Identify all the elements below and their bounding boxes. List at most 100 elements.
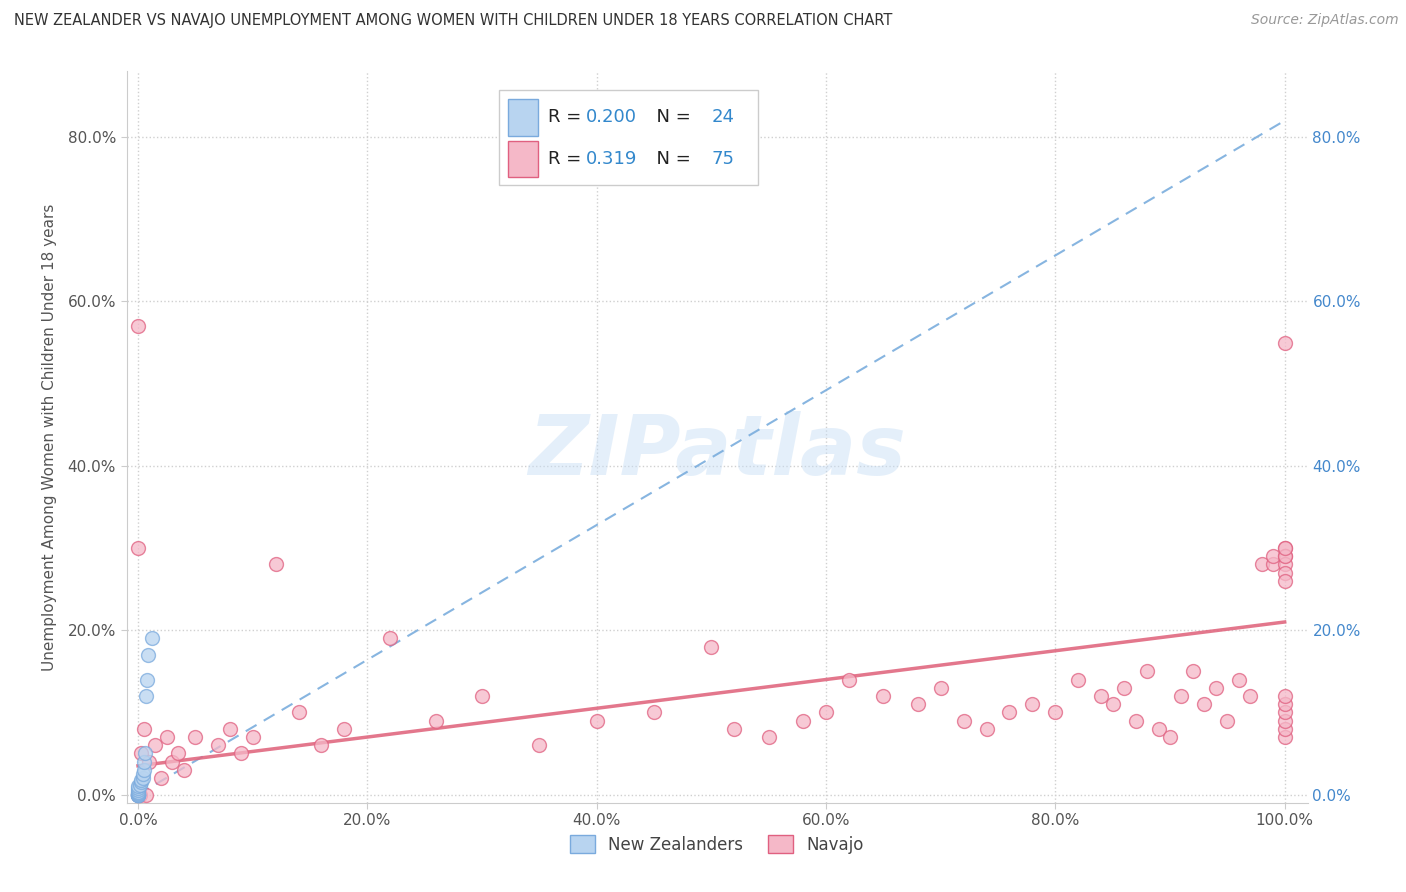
Text: 75: 75 [711, 150, 734, 168]
Point [131, 767, 153, 781]
Point [1181, 665, 1204, 679]
Point [998, 706, 1021, 720]
Text: N =: N = [645, 150, 696, 168]
Point [127, 785, 149, 799]
Point [1274, 706, 1296, 720]
Point [132, 722, 155, 736]
Point [231, 747, 253, 761]
Point [136, 673, 159, 687]
Point [976, 722, 998, 736]
Point [1274, 574, 1296, 588]
Text: ZIPatlas: ZIPatlas [529, 411, 905, 492]
Point [1194, 697, 1216, 711]
Point [838, 673, 860, 687]
Point [1159, 730, 1181, 744]
Text: 24: 24 [711, 109, 734, 127]
Point [585, 714, 607, 728]
Point [1274, 689, 1296, 703]
Point [425, 714, 447, 728]
Point [1250, 558, 1272, 572]
Point [127, 319, 149, 334]
Point [758, 730, 780, 744]
Point [131, 771, 153, 785]
Point [127, 541, 149, 555]
Point [287, 706, 309, 720]
Point [333, 722, 356, 736]
Point [135, 689, 157, 703]
Point [1216, 714, 1239, 728]
Text: NEW ZEALANDER VS NAVAJO UNEMPLOYMENT AMONG WOMEN WITH CHILDREN UNDER 18 YEARS CO: NEW ZEALANDER VS NAVAJO UNEMPLOYMENT AMO… [14, 13, 893, 29]
Point [131, 775, 153, 789]
Point [643, 706, 665, 720]
Point [1170, 689, 1192, 703]
Point [1274, 697, 1296, 711]
Point [529, 739, 551, 753]
Text: Source: ZipAtlas.com: Source: ZipAtlas.com [1251, 13, 1399, 28]
Point [127, 788, 149, 802]
Point [380, 632, 402, 646]
Point [1101, 697, 1123, 711]
Point [1274, 549, 1296, 564]
FancyBboxPatch shape [508, 99, 537, 136]
Text: N =: N = [645, 109, 696, 127]
Text: 0.319: 0.319 [586, 150, 637, 168]
Point [264, 558, 287, 572]
Point [1205, 681, 1227, 695]
Point [1021, 697, 1043, 711]
Point [207, 739, 229, 753]
Point [1274, 566, 1296, 580]
Point [149, 771, 172, 785]
Point [143, 739, 166, 753]
Point [471, 689, 494, 703]
Point [1274, 549, 1296, 564]
Point [1274, 558, 1296, 572]
Point [184, 730, 207, 744]
Point [792, 714, 814, 728]
Point [1147, 722, 1170, 736]
Legend: New Zealanders, Navajo: New Zealanders, Navajo [564, 829, 870, 860]
Point [127, 788, 149, 802]
Point [129, 788, 152, 802]
Point [218, 722, 240, 736]
Point [952, 714, 974, 728]
Point [131, 747, 153, 761]
Point [173, 763, 195, 777]
Point [127, 788, 149, 802]
Point [138, 755, 160, 769]
Point [1239, 689, 1261, 703]
Point [1274, 541, 1296, 555]
Point [1274, 335, 1296, 350]
Point [156, 730, 179, 744]
Point [132, 755, 155, 769]
Point [167, 747, 190, 761]
Point [127, 786, 149, 800]
Point [127, 783, 149, 797]
Text: 0.200: 0.200 [586, 109, 637, 127]
Point [814, 706, 837, 720]
Text: R =: R = [548, 109, 588, 127]
Point [1114, 681, 1136, 695]
Point [1263, 549, 1285, 564]
Point [134, 747, 156, 761]
Point [127, 780, 149, 794]
Point [127, 788, 149, 802]
Point [1263, 558, 1285, 572]
Point [1274, 714, 1296, 728]
Point [1274, 722, 1296, 736]
Point [162, 755, 184, 769]
Point [1045, 706, 1067, 720]
Point [1274, 541, 1296, 555]
FancyBboxPatch shape [508, 141, 537, 178]
Point [700, 640, 723, 654]
Point [872, 689, 894, 703]
Point [141, 632, 163, 646]
Point [135, 788, 157, 802]
Point [929, 681, 952, 695]
Point [723, 722, 745, 736]
Point [1090, 689, 1112, 703]
Text: R =: R = [548, 150, 593, 168]
Point [907, 697, 929, 711]
Point [127, 788, 149, 802]
Point [311, 739, 333, 753]
Point [131, 772, 153, 787]
